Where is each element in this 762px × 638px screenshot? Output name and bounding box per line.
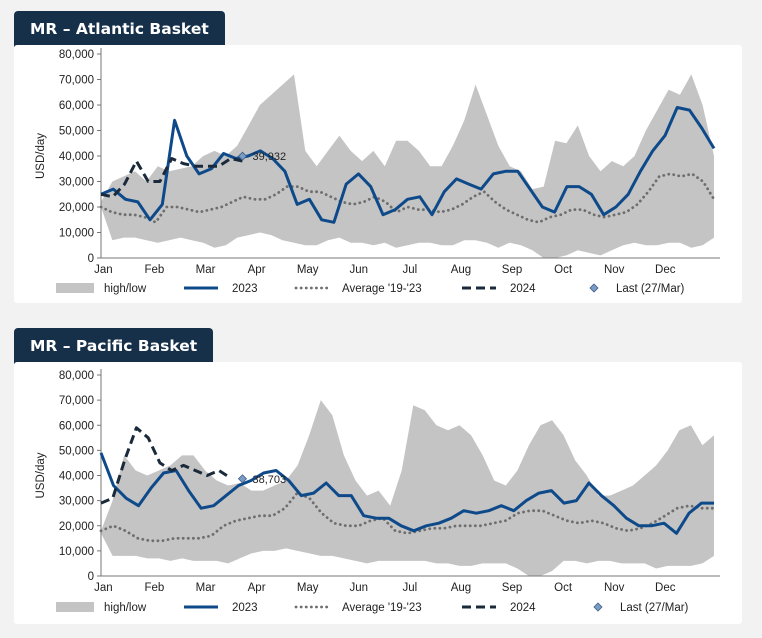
chart-1-high-low-band: [101, 74, 714, 259]
chart-2-last-data-label: 38,703: [252, 474, 286, 486]
chart-1-legend-2024: 2024: [510, 283, 536, 295]
chart-1-x-tick-label: Dec: [655, 264, 676, 276]
chart-1-y-tick-label: 50,000: [59, 126, 94, 138]
chart-2-y-tick-label: 50,000: [59, 445, 94, 457]
chart-2-title: MR – Pacific Basket: [14, 328, 214, 364]
chart-1-legend-2023: 2023: [232, 283, 258, 295]
chart-2-high-low-band: [101, 400, 714, 576]
chart-1-last-data-label: 39,932: [252, 151, 286, 163]
chart-2-x-tick-label: Jul: [403, 582, 418, 594]
chart-2-x-tick-label: Jun: [350, 582, 369, 594]
chart-1-last-marker: [237, 151, 248, 161]
chart-2-panel: 0 10,000 20,000 30,000 40,000 50,000 60,000 70,…: [14, 362, 742, 624]
chart-1-x-tick-label: Jul: [403, 264, 418, 276]
chart-2-y-tick-label: 60,000: [59, 420, 94, 432]
chart-2-legend-swatch-band: [56, 602, 94, 612]
chart-1-x-tick-label: Feb: [145, 264, 165, 276]
chart-1-svg: 0 10,000 20,000 30,000 40,000 50,000 60,000 70,…: [35, 48, 720, 295]
chart-2-series-2024: [100, 426, 232, 505]
chart-1-x-tick-label: May: [297, 264, 319, 276]
chart-2-y-tick-label: 40,000: [59, 471, 94, 483]
chart-2-legend-last: Last (27/Mar): [620, 602, 689, 614]
chart-2-x-tick-label: Dec: [655, 582, 676, 594]
chart-2-x-tick-label: Mar: [196, 582, 216, 594]
chart-1-legend-swatch-last: [589, 283, 599, 293]
chart-1-y-tick-label: 10,000: [59, 228, 94, 240]
chart-1-x-tick-label: Mar: [196, 264, 216, 276]
chart-1-series-average: [99, 172, 716, 225]
chart-1-panel: 0 10,000 20,000 30,000 40,000 50,000 60,000 70,…: [14, 45, 742, 303]
chart-1-y-tick-label: 0: [88, 253, 94, 265]
chart-1-y-tick-label: 40,000: [59, 151, 94, 163]
chart-2-x-tick-label: Jan: [94, 582, 113, 594]
chart-1-legend-last: Last (27/Mar): [616, 283, 685, 295]
chart-1-title: MR – Atlantic Basket: [14, 11, 225, 47]
chart-2-legend-swatch-last: [593, 602, 603, 612]
chart-2-y-tick-label: 80,000: [59, 370, 94, 382]
chart-2-series-average: [99, 491, 716, 543]
chart-1-x-tick-label: Jan: [94, 264, 113, 276]
chart-1-legend-average: Average '19-'23: [342, 283, 422, 295]
chart-2-y-axis-label: USD/day: [35, 452, 47, 498]
chart-2-y-tick-label: 70,000: [59, 395, 94, 407]
chart-1-legend-swatch-band: [56, 283, 94, 293]
chart-1-legend-band: high/low: [104, 283, 147, 295]
chart-2-y-tick-label: 20,000: [59, 521, 94, 533]
chart-2-legend-2023: 2023: [232, 602, 258, 614]
chart-2-legend-band: high/low: [104, 602, 147, 614]
chart-1-x-tick-label: Sep: [502, 264, 522, 276]
chart-2-last-marker: [237, 474, 248, 484]
chart-2-x-tick-label: Oct: [554, 582, 573, 594]
chart-1-y-axis-label: USD/day: [35, 133, 47, 179]
chart-2-x-tick-label: Feb: [145, 582, 165, 594]
chart-1-x-tick-label: Jun: [350, 264, 369, 276]
chart-1-x-tick-label: Apr: [248, 264, 266, 276]
chart-1-y-tick-label: 70,000: [59, 75, 94, 87]
chart-2-series-2023: [99, 452, 714, 535]
chart-2-x-tick-label: Sep: [502, 582, 522, 594]
chart-2-y-tick-label: 0: [88, 571, 94, 583]
chart-1-y-tick-label: 60,000: [59, 100, 94, 112]
chart-2-legend-2024: 2024: [510, 602, 536, 614]
chart-1-x-tick-label: Aug: [451, 264, 471, 276]
chart-1-x-tick-label: Oct: [554, 264, 573, 276]
chart-2-svg: 0 10,000 20,000 30,000 40,000 50,000 60,000 70,…: [35, 369, 720, 614]
chart-1-y-tick-label: 80,000: [59, 49, 94, 61]
chart-1-y-tick-label: 30,000: [59, 177, 94, 189]
chart-2-y-tick-label: 10,000: [59, 546, 94, 558]
chart-1-x-tick-label: Nov: [604, 264, 625, 276]
chart-2-x-tick-label: Nov: [604, 582, 625, 594]
chart-2-legend-average: Average '19-'23: [342, 602, 422, 614]
chart-1-series-2023: [100, 106, 716, 224]
chart-2-x-tick-label: Apr: [248, 582, 266, 594]
chart-2-x-tick-label: May: [297, 582, 319, 594]
chart-1-series-2024: [100, 157, 243, 199]
chart-2-y-tick-label: 30,000: [59, 496, 94, 508]
chart-2-x-tick-label: Aug: [451, 582, 471, 594]
chart-1-y-tick-label: 20,000: [59, 202, 94, 214]
